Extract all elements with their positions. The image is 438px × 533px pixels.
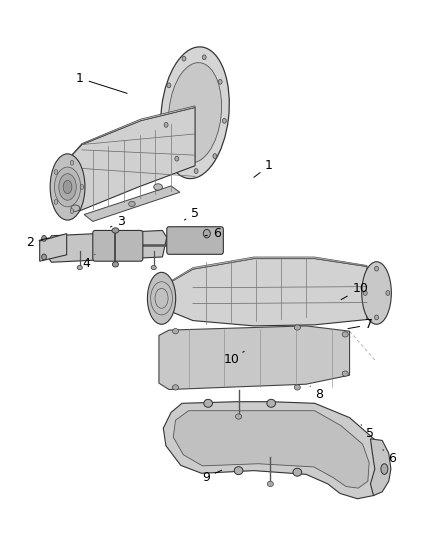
FancyBboxPatch shape xyxy=(93,230,143,261)
Ellipse shape xyxy=(151,265,156,270)
Ellipse shape xyxy=(169,63,222,163)
Ellipse shape xyxy=(218,79,222,84)
Text: 8: 8 xyxy=(310,386,323,401)
Polygon shape xyxy=(84,186,180,221)
Ellipse shape xyxy=(293,469,302,476)
Ellipse shape xyxy=(182,56,186,61)
Ellipse shape xyxy=(236,414,242,419)
Ellipse shape xyxy=(386,290,390,295)
Polygon shape xyxy=(158,259,367,326)
Text: 10: 10 xyxy=(341,282,368,300)
Ellipse shape xyxy=(363,290,367,295)
Ellipse shape xyxy=(54,167,81,207)
Polygon shape xyxy=(47,230,167,262)
Ellipse shape xyxy=(63,180,72,193)
Ellipse shape xyxy=(113,262,118,267)
Ellipse shape xyxy=(202,55,206,60)
Ellipse shape xyxy=(234,467,243,474)
Ellipse shape xyxy=(223,118,226,123)
Ellipse shape xyxy=(50,154,85,220)
Text: 2: 2 xyxy=(26,236,49,249)
Ellipse shape xyxy=(362,262,391,324)
Polygon shape xyxy=(64,106,195,163)
Text: 9: 9 xyxy=(202,470,222,484)
Polygon shape xyxy=(158,257,367,290)
Ellipse shape xyxy=(294,385,300,390)
Ellipse shape xyxy=(59,174,76,200)
Ellipse shape xyxy=(112,228,119,233)
Text: 6: 6 xyxy=(205,227,221,240)
Ellipse shape xyxy=(173,328,179,334)
Ellipse shape xyxy=(129,201,135,207)
Polygon shape xyxy=(40,233,67,261)
Text: 4: 4 xyxy=(82,254,95,270)
Ellipse shape xyxy=(70,209,74,214)
Ellipse shape xyxy=(204,399,212,407)
Ellipse shape xyxy=(294,325,300,330)
Text: 3: 3 xyxy=(110,215,125,228)
Ellipse shape xyxy=(213,154,217,158)
Text: 7: 7 xyxy=(348,318,373,332)
Ellipse shape xyxy=(167,83,171,88)
Ellipse shape xyxy=(77,265,82,270)
FancyBboxPatch shape xyxy=(167,227,223,254)
Polygon shape xyxy=(64,108,195,214)
Ellipse shape xyxy=(54,169,58,174)
Text: 1: 1 xyxy=(254,159,273,177)
Polygon shape xyxy=(371,439,391,496)
Ellipse shape xyxy=(164,123,168,127)
Text: 6: 6 xyxy=(383,450,396,465)
Ellipse shape xyxy=(267,399,276,407)
Ellipse shape xyxy=(54,199,58,204)
Ellipse shape xyxy=(161,47,230,179)
Ellipse shape xyxy=(70,160,74,165)
Ellipse shape xyxy=(342,332,348,337)
Ellipse shape xyxy=(173,385,179,390)
Text: 1: 1 xyxy=(76,72,127,93)
Ellipse shape xyxy=(374,315,378,320)
Ellipse shape xyxy=(381,464,388,474)
Ellipse shape xyxy=(148,272,176,324)
Ellipse shape xyxy=(175,156,179,161)
Text: 10: 10 xyxy=(224,351,244,366)
Ellipse shape xyxy=(71,205,80,212)
Ellipse shape xyxy=(154,184,162,190)
Text: 5: 5 xyxy=(361,425,374,440)
Text: 5: 5 xyxy=(184,207,199,220)
Ellipse shape xyxy=(194,168,198,173)
Ellipse shape xyxy=(342,371,348,376)
Polygon shape xyxy=(163,402,384,499)
Ellipse shape xyxy=(42,254,46,260)
Ellipse shape xyxy=(80,184,84,189)
Ellipse shape xyxy=(267,481,273,487)
Ellipse shape xyxy=(203,229,210,238)
Polygon shape xyxy=(159,326,350,390)
Polygon shape xyxy=(173,411,369,488)
Ellipse shape xyxy=(42,236,46,241)
Ellipse shape xyxy=(374,266,378,271)
